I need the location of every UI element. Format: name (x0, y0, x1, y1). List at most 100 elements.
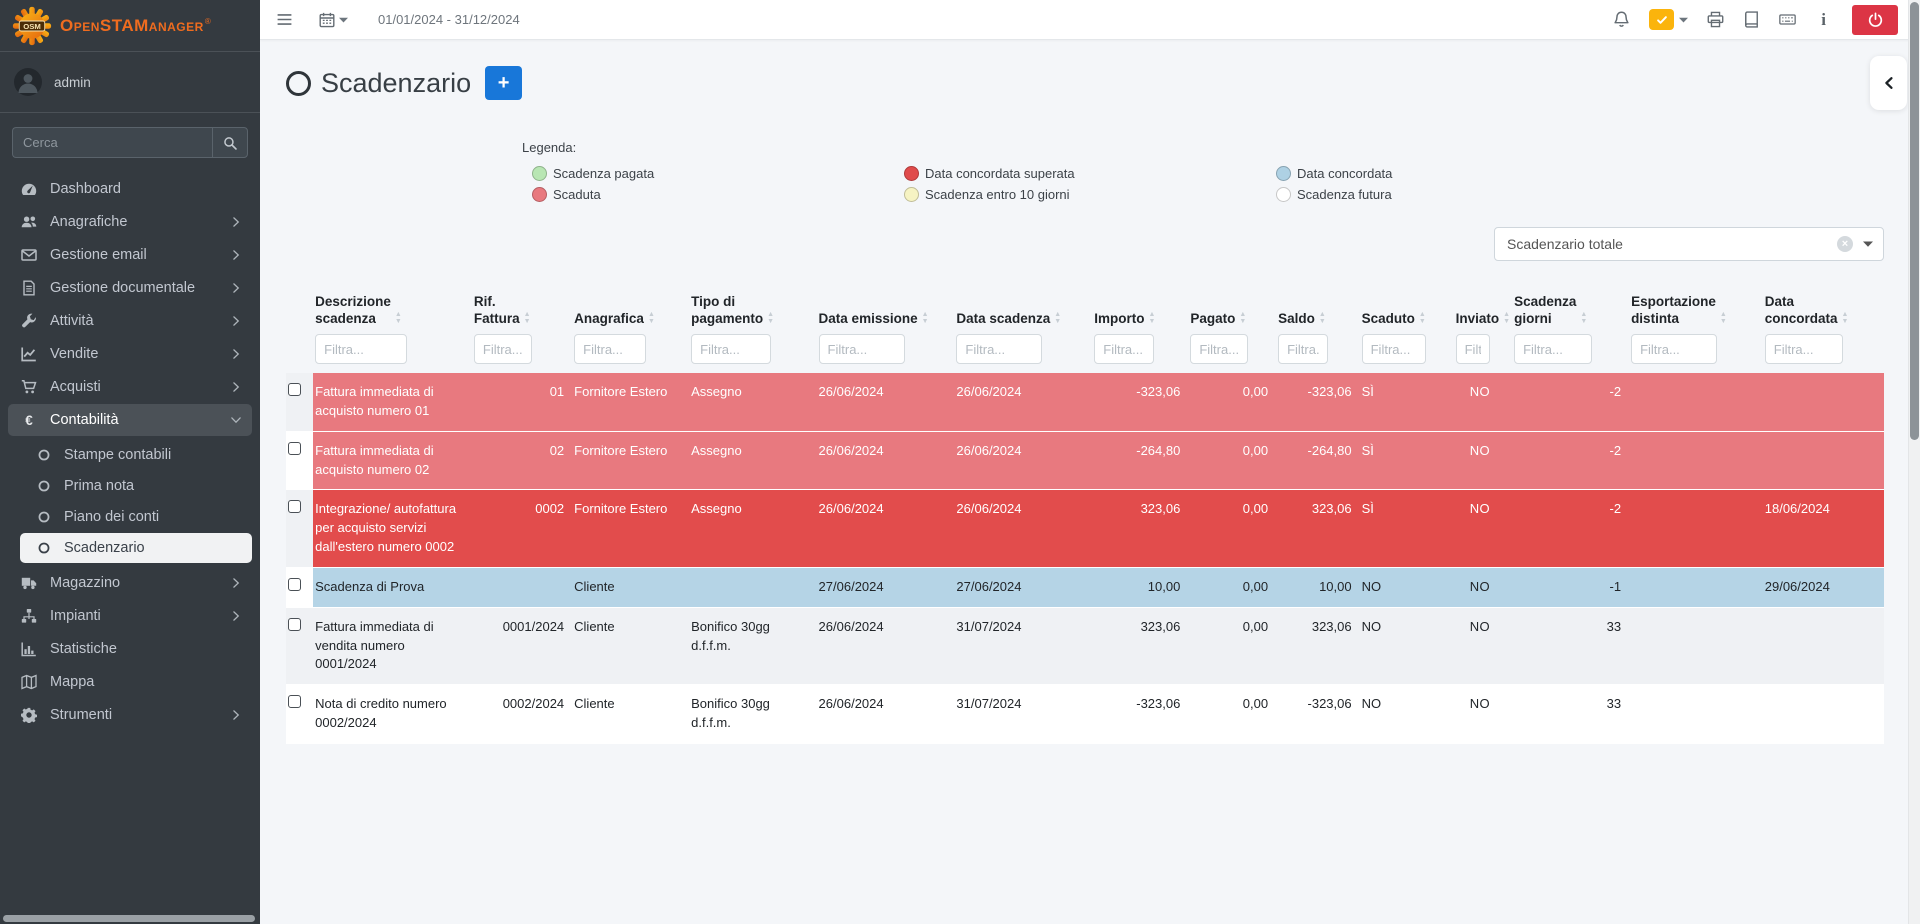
row-checkbox[interactable] (288, 500, 301, 514)
column-header-scaduto[interactable]: Scaduto ▲ ▼ (1360, 287, 1454, 373)
sidebar-item-strumenti[interactable]: Strumenti (8, 699, 252, 731)
search-input[interactable] (12, 127, 212, 158)
legend-item-scadenza-pagata: Scadenza pagata (532, 166, 904, 181)
row-checkbox[interactable] (288, 695, 301, 709)
column-header-data-concordata[interactable]: Data concordata ▲ ▼ (1763, 287, 1884, 373)
filter-input-inviato[interactable] (1455, 334, 1490, 364)
sidebar-item-dashboard[interactable]: Dashboard (8, 173, 252, 205)
sidebar-item-label: Gestione documentale (50, 280, 196, 296)
table-cell: 26/06/2024 (816, 684, 955, 744)
filter-input-scaduto[interactable] (1361, 334, 1426, 364)
sidebar-item-vendite[interactable]: Vendite (8, 338, 252, 370)
table-cell: -264,80 (1276, 431, 1360, 491)
row-checkbox[interactable] (288, 383, 301, 396)
column-header-label: Inviato (1455, 310, 1500, 326)
collapse-panel-button[interactable] (1870, 56, 1907, 110)
sort-arrows-icon[interactable]: ▲ ▼ (1503, 311, 1511, 325)
sidebar-item-acquisti[interactable]: Acquisti (8, 371, 252, 403)
vertical-scrollbar[interactable] (1908, 0, 1920, 924)
app-logo[interactable]: OSM OpenSTAManager® (0, 0, 260, 52)
row-checkbox[interactable] (288, 441, 301, 455)
sidebar-item-label: Prima nota (64, 478, 135, 494)
column-header-data-emissione[interactable]: Data emissione ▲ ▼ (817, 287, 955, 373)
filter-input-rif-fattura[interactable] (473, 334, 532, 364)
filter-input-saldo[interactable] (1278, 334, 1329, 364)
sidebar-item-magazzino[interactable]: Magazzino (8, 567, 252, 599)
column-header-esportazione-distinta[interactable]: Esportazione distinta ▲ ▼ (1629, 287, 1763, 373)
table-cell: 10,00 (1276, 567, 1360, 608)
column-header-descrizione-scadenza[interactable]: Descrizione scadenza ▲ ▼ (313, 287, 472, 373)
bell-icon[interactable] (1613, 11, 1630, 28)
filter-input-pagato[interactable] (1190, 334, 1249, 364)
filter-input-descrizione-scadenza[interactable] (315, 334, 408, 364)
column-header-data-scadenza[interactable]: Data scadenza ▲ ▼ (954, 287, 1092, 373)
info-icon[interactable]: i (1821, 9, 1826, 29)
column-header-inviato[interactable]: Inviato ▲ ▼ (1454, 287, 1512, 373)
column-header-pagato[interactable]: Pagato ▲ ▼ (1188, 287, 1276, 373)
sidebar-item-statistiche[interactable]: Statistiche (8, 633, 252, 665)
sort-arrows-icon[interactable]: ▲ ▼ (1719, 311, 1727, 325)
sidebar-item-scadenzario[interactable]: Scadenzario (20, 533, 252, 563)
printer-icon[interactable] (1707, 11, 1724, 28)
tasks-dropdown-button[interactable] (1649, 9, 1689, 30)
add-record-button[interactable]: + (485, 66, 523, 100)
sidebar-item-contabilita[interactable]: € Contabilità (8, 404, 252, 436)
column-header-label: Rif. Fattura (473, 294, 520, 326)
clear-icon[interactable]: × (1837, 236, 1853, 252)
sidebar-item-gestione-email[interactable]: Gestione email (8, 239, 252, 271)
filter-input-data-scadenza[interactable] (956, 334, 1043, 364)
sidebar-item-gestione-documentale[interactable]: Gestione documentale (8, 272, 252, 304)
sidebar-item-piano-dei-conti[interactable]: Piano dei conti (20, 502, 252, 532)
sidebar-horizontal-scrollbar[interactable] (3, 915, 255, 922)
sidebar-item-prima-nota[interactable]: Prima nota (20, 471, 252, 501)
column-header-anagrafica[interactable]: Anagrafica ▲ ▼ (572, 287, 689, 373)
scrollbar-thumb[interactable] (1910, 2, 1919, 440)
keyboard-icon[interactable] (1779, 11, 1799, 28)
logout-button[interactable] (1852, 4, 1898, 35)
table-cell: NO (1453, 684, 1513, 744)
sidebar-item-anagrafiche[interactable]: Anagrafiche (8, 206, 252, 238)
sidebar-item-attivita[interactable]: Attività (8, 305, 252, 337)
column-header-rif-fattura[interactable]: Rif. Fattura ▲ ▼ (472, 287, 572, 373)
sidebar-item-impianti[interactable]: Impianti (8, 600, 252, 632)
sort-arrows-icon[interactable]: ▲ ▼ (523, 311, 531, 325)
table-cell: 31/07/2024 (954, 684, 1093, 744)
sort-arrows-icon[interactable]: ▲ ▼ (1148, 311, 1156, 325)
table-cell: -1 (1512, 567, 1630, 608)
calendar-button[interactable] (319, 12, 348, 28)
filter-input-data-emissione[interactable] (818, 334, 905, 364)
sort-arrows-icon[interactable]: ▲ ▼ (1318, 311, 1326, 325)
sort-arrows-icon[interactable]: ▲ ▼ (1580, 311, 1588, 325)
view-select[interactable]: Scadenzario totale × (1494, 227, 1884, 261)
row-checkbox[interactable] (288, 617, 301, 631)
search-button[interactable] (212, 127, 248, 158)
filter-input-anagrafica[interactable] (574, 334, 647, 364)
sidebar-item-mappa[interactable]: Mappa (8, 666, 252, 698)
sidebar-item-stampe-contabili[interactable]: Stampe contabili (20, 440, 252, 470)
column-header-saldo[interactable]: Saldo ▲ ▼ (1276, 287, 1360, 373)
table-cell (1629, 489, 1763, 568)
page-head: Scadenzario + (286, 66, 1884, 100)
filter-input-tipo-di-pagamento[interactable] (691, 334, 772, 364)
sort-arrows-icon[interactable]: ▲ ▼ (394, 311, 402, 325)
filter-input-importo[interactable] (1094, 334, 1155, 364)
sort-arrows-icon[interactable]: ▲ ▼ (1054, 311, 1062, 325)
filter-input-esportazione-distinta[interactable] (1631, 334, 1718, 364)
hamburger-menu-icon[interactable] (276, 11, 293, 28)
sort-arrows-icon[interactable]: ▲ ▼ (1239, 311, 1247, 325)
column-header-tipo-di-pagamento[interactable]: Tipo di pagamento ▲ ▼ (689, 287, 816, 373)
filter-input-scadenza-giorni[interactable] (1514, 334, 1593, 364)
filter-input-data-concordata[interactable] (1764, 334, 1843, 364)
sort-arrows-icon[interactable]: ▲ ▼ (1418, 311, 1426, 325)
sort-arrows-icon[interactable]: ▲ ▼ (921, 311, 929, 325)
column-header-scadenza-giorni[interactable]: Scadenza giorni ▲ ▼ (1512, 287, 1629, 373)
sort-arrows-icon[interactable]: ▲ ▼ (1841, 311, 1849, 325)
date-range[interactable]: 01/01/2024 - 31/12/2024 (378, 12, 520, 27)
sort-arrows-icon[interactable]: ▲ ▼ (767, 311, 775, 325)
column-header-importo[interactable]: Importo ▲ ▼ (1092, 287, 1188, 373)
table-row: Nota di credito numero 0002/2024 0002/202… (286, 684, 1884, 744)
sort-arrows-icon[interactable]: ▲ ▼ (647, 311, 655, 325)
book-icon[interactable] (1743, 11, 1760, 28)
user-panel[interactable]: admin (0, 52, 260, 113)
row-checkbox[interactable] (288, 577, 301, 591)
